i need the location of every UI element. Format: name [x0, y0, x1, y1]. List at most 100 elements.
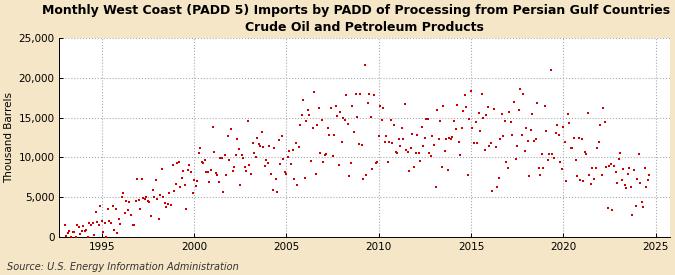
Point	[113, 217, 124, 221]
Point	[460, 93, 470, 98]
Point	[578, 179, 589, 183]
Point	[516, 133, 527, 138]
Point	[545, 68, 556, 72]
Point	[169, 189, 180, 193]
Point	[526, 128, 537, 133]
Point	[438, 103, 449, 108]
Point	[607, 207, 618, 212]
Point	[78, 224, 88, 229]
Point	[286, 161, 296, 166]
Point	[218, 190, 229, 195]
Point	[392, 151, 402, 156]
Point	[327, 154, 338, 158]
Point	[165, 203, 176, 207]
Point	[551, 123, 562, 127]
Point	[273, 138, 284, 142]
Point	[462, 173, 473, 177]
Point	[124, 200, 135, 204]
Point	[387, 141, 398, 145]
Point	[109, 228, 119, 232]
Point	[375, 104, 385, 109]
Point	[639, 166, 650, 170]
Point	[558, 125, 568, 129]
Point	[132, 177, 142, 181]
Point	[585, 182, 596, 186]
Point	[603, 206, 614, 210]
Point	[312, 122, 323, 127]
Point	[495, 136, 506, 141]
Point	[637, 200, 647, 204]
Point	[453, 139, 464, 144]
Point	[461, 105, 472, 109]
Point	[530, 137, 541, 141]
Point	[101, 235, 112, 239]
Point	[304, 113, 315, 117]
Point	[512, 143, 522, 148]
Point	[264, 144, 275, 148]
Point	[353, 142, 364, 147]
Point	[352, 115, 362, 119]
Point	[550, 130, 561, 135]
Point	[630, 204, 641, 208]
Point	[270, 177, 281, 181]
Point	[501, 160, 512, 164]
Point	[452, 103, 462, 107]
Point	[144, 200, 155, 204]
Point	[447, 135, 458, 140]
Point	[167, 163, 178, 167]
Point	[373, 134, 384, 138]
Point	[118, 191, 129, 195]
Point	[187, 191, 198, 195]
Point	[230, 153, 241, 157]
Point	[412, 133, 423, 138]
Point	[439, 149, 450, 153]
Point	[340, 118, 350, 122]
Point	[358, 177, 369, 182]
Point	[324, 133, 335, 137]
Point	[87, 221, 98, 226]
Point	[356, 143, 367, 147]
Point	[127, 223, 138, 227]
Point	[355, 92, 366, 96]
Point	[430, 185, 441, 189]
Point	[543, 158, 554, 162]
Point	[527, 112, 538, 116]
Point	[533, 166, 544, 171]
Point	[609, 164, 620, 168]
Point	[269, 145, 279, 150]
Point	[613, 156, 624, 161]
Point	[537, 152, 547, 156]
Point	[178, 169, 189, 173]
Point	[204, 180, 215, 184]
Point	[97, 219, 107, 223]
Point	[335, 110, 346, 114]
Point	[65, 235, 76, 239]
Point	[170, 182, 181, 186]
Point	[346, 161, 356, 165]
Point	[560, 140, 570, 145]
Point	[119, 211, 130, 215]
Point	[449, 118, 460, 123]
Point	[261, 158, 272, 162]
Point	[544, 152, 555, 156]
Point	[295, 123, 306, 127]
Point	[624, 166, 634, 170]
Point	[213, 180, 224, 184]
Point	[427, 134, 438, 139]
Point	[92, 220, 103, 224]
Point	[394, 137, 404, 141]
Point	[506, 120, 516, 124]
Point	[232, 137, 242, 142]
Point	[112, 231, 123, 235]
Point	[136, 177, 147, 182]
Point	[378, 106, 389, 111]
Point	[418, 143, 429, 148]
Point	[252, 136, 263, 140]
Point	[331, 114, 342, 118]
Point	[464, 117, 475, 121]
Point	[225, 126, 236, 131]
Point	[513, 107, 524, 112]
Point	[404, 169, 415, 173]
Point	[278, 156, 289, 161]
Point	[473, 111, 484, 116]
